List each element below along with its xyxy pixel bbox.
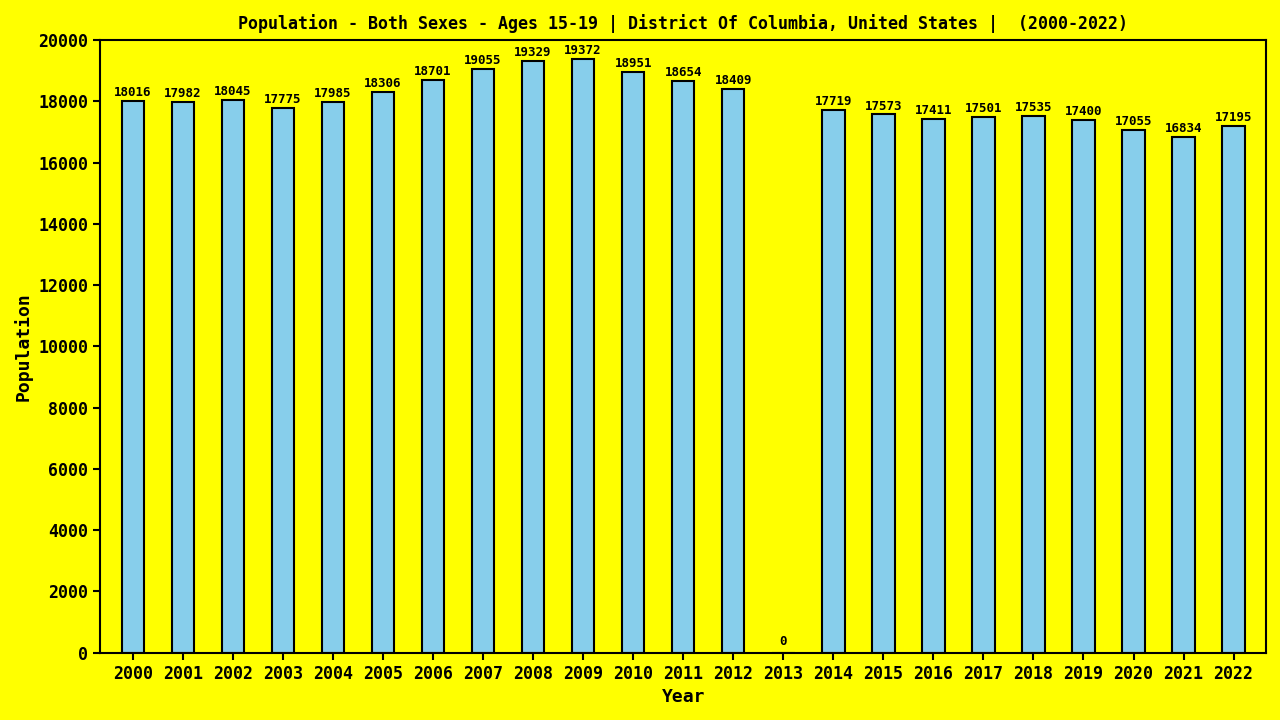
Bar xyxy=(722,89,745,653)
Text: 17501: 17501 xyxy=(965,102,1002,114)
Bar xyxy=(1172,137,1194,653)
Bar xyxy=(922,120,945,653)
Text: 19329: 19329 xyxy=(515,45,552,59)
Bar xyxy=(221,100,244,653)
Bar xyxy=(822,110,845,653)
Bar xyxy=(1123,130,1144,653)
Text: 17411: 17411 xyxy=(915,104,952,117)
Text: 18016: 18016 xyxy=(114,86,151,99)
Bar xyxy=(1023,115,1044,653)
Bar xyxy=(622,72,644,653)
Bar xyxy=(271,108,294,653)
Text: 17055: 17055 xyxy=(1115,115,1152,128)
Text: 18701: 18701 xyxy=(415,65,452,78)
Text: 18045: 18045 xyxy=(214,85,252,98)
Bar xyxy=(522,60,544,653)
Text: 0: 0 xyxy=(780,635,787,648)
Y-axis label: Population: Population xyxy=(14,292,33,401)
X-axis label: Year: Year xyxy=(662,688,705,706)
Bar xyxy=(172,102,195,653)
Text: 17573: 17573 xyxy=(864,99,902,112)
Text: 17400: 17400 xyxy=(1065,105,1102,118)
Text: 16834: 16834 xyxy=(1165,122,1202,135)
Bar xyxy=(122,101,145,653)
Text: 18951: 18951 xyxy=(614,58,652,71)
Text: 17195: 17195 xyxy=(1215,111,1252,124)
Text: 17982: 17982 xyxy=(164,87,201,100)
Text: 17719: 17719 xyxy=(814,95,852,108)
Bar xyxy=(421,80,444,653)
Bar xyxy=(472,69,494,653)
Bar xyxy=(1222,126,1245,653)
Bar xyxy=(972,117,995,653)
Text: 17775: 17775 xyxy=(264,94,302,107)
Text: 19372: 19372 xyxy=(564,45,602,58)
Text: 19055: 19055 xyxy=(465,54,502,67)
Text: 17985: 17985 xyxy=(314,87,352,100)
Bar xyxy=(872,114,895,653)
Bar xyxy=(672,81,695,653)
Bar xyxy=(1073,120,1094,653)
Text: 18654: 18654 xyxy=(664,66,701,79)
Text: 18306: 18306 xyxy=(365,77,402,90)
Text: 17535: 17535 xyxy=(1015,101,1052,114)
Bar xyxy=(572,59,594,653)
Bar xyxy=(371,92,394,653)
Text: 18409: 18409 xyxy=(714,74,751,87)
Title: Population - Both Sexes - Ages 15-19 | District Of Columbia, United States |  (2: Population - Both Sexes - Ages 15-19 | D… xyxy=(238,14,1128,33)
Bar xyxy=(321,102,344,653)
